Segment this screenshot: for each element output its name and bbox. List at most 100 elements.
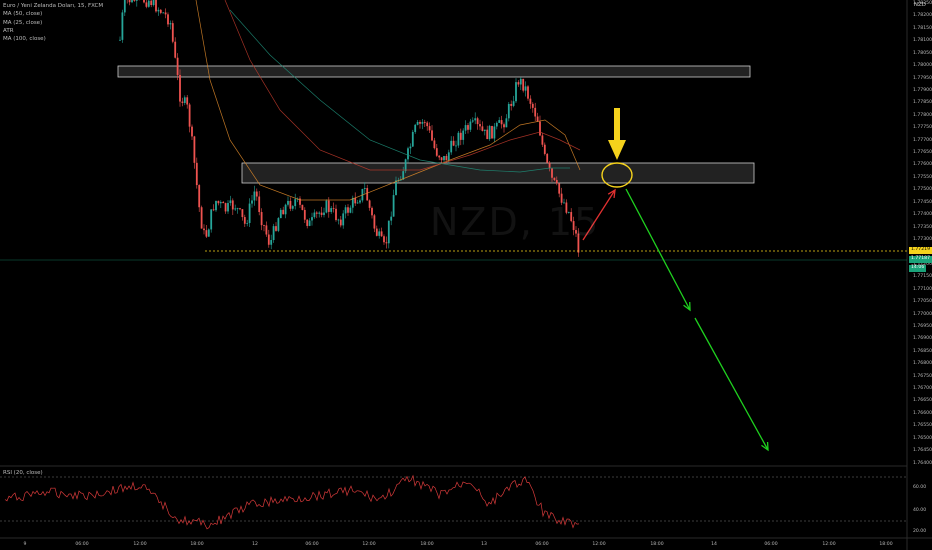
candle-body — [243, 217, 246, 224]
rsi-legend[interactable]: RSI (20, close) — [3, 470, 43, 476]
candle-body — [380, 231, 383, 237]
green-arrow-2 — [694, 317, 769, 451]
candle-body — [183, 97, 186, 103]
price-axis-label: 1.77350 — [913, 224, 932, 230]
candle-body — [272, 226, 275, 241]
candle-body — [368, 200, 371, 208]
resistance-zone — [117, 65, 751, 78]
time-axis-label: 06:00 — [75, 542, 89, 547]
candle-body — [143, 0, 145, 3]
candle-body — [147, 0, 150, 7]
candle-body — [404, 159, 407, 172]
symbol-watermark: NZD, 15 — [430, 200, 601, 244]
candle-body — [375, 228, 378, 236]
candle-body — [282, 209, 285, 215]
candle-body — [152, 0, 155, 6]
candle-body — [522, 78, 525, 91]
candle-body — [450, 140, 453, 153]
time-axis-label: 13 — [481, 542, 487, 547]
candle-body — [553, 177, 556, 180]
price-axis-label: 1.76700 — [913, 386, 932, 392]
candle-body — [241, 209, 244, 218]
candle-body — [279, 209, 282, 219]
candle-body — [558, 183, 561, 194]
candle-body — [385, 242, 388, 244]
price-axis-label: 1.78000 — [913, 63, 932, 69]
candle-body — [193, 136, 196, 163]
legend-ma100[interactable]: MA (100, close) — [3, 36, 46, 43]
price-axis-label: 1.77800 — [913, 112, 932, 118]
candle-body — [440, 157, 443, 161]
green-arrow-1 — [625, 188, 691, 311]
price-axis-label: 1.76450 — [913, 448, 932, 454]
price-axis-label: 1.77700 — [913, 137, 932, 143]
currency-label: NZD — [913, 2, 926, 8]
red-arrow-head — [607, 188, 616, 199]
candle-body — [378, 231, 381, 236]
price-axis-label: 1.77050 — [913, 299, 932, 305]
candle-body — [471, 120, 474, 122]
candle-body — [275, 226, 277, 231]
candle-body — [505, 118, 508, 128]
candle-body — [510, 103, 513, 106]
candle-body — [445, 155, 448, 161]
candle-body — [555, 179, 558, 184]
candle-body — [246, 222, 249, 224]
candle-body — [347, 207, 349, 213]
candle-body — [323, 212, 325, 215]
candle-body — [123, 0, 126, 13]
candle-body — [335, 208, 337, 221]
price-axis-label: 1.77550 — [913, 174, 932, 180]
candle-body — [493, 126, 496, 139]
candle-body — [303, 209, 306, 220]
green-arrow-1-head — [683, 301, 691, 312]
candle-body — [174, 41, 177, 58]
candle-body — [234, 208, 237, 210]
ma100-line — [229, 9, 570, 173]
legend-atr[interactable]: ATR — [3, 27, 14, 34]
price-axis-label: 1.77100 — [913, 286, 932, 292]
price-axis-label: 1.77600 — [913, 162, 932, 168]
candle-body — [519, 78, 522, 85]
candle-body — [179, 74, 181, 102]
candle-body — [416, 121, 419, 125]
candle-body — [464, 125, 467, 131]
candle-body — [167, 14, 169, 25]
candle-body — [207, 229, 210, 237]
candle-body — [210, 209, 213, 230]
candle-body — [198, 185, 201, 208]
candle-body — [277, 218, 280, 231]
candle-body — [215, 200, 217, 211]
candle-body — [536, 116, 539, 122]
symbol-title[interactable]: Euro / Yeni Zelanda Doları, 15, FXCM — [3, 3, 104, 9]
candle-body — [351, 197, 354, 208]
candle-body — [227, 203, 229, 212]
legend-ma25[interactable]: MA (25, close) — [3, 19, 43, 26]
candle-body — [313, 212, 316, 218]
candle-body — [359, 200, 361, 203]
time-axis-label: 12 — [252, 542, 258, 547]
candle-body — [486, 129, 489, 140]
candle-body — [299, 198, 301, 205]
candle-body — [560, 193, 563, 203]
candle-body — [191, 126, 193, 137]
candle-body — [236, 208, 239, 210]
candle-body — [145, 2, 148, 7]
candle-body — [176, 57, 179, 75]
candle-body — [428, 126, 431, 131]
candle-body — [395, 180, 397, 196]
candle-body — [150, 0, 153, 6]
time-axis-label: 06:00 — [535, 542, 549, 547]
candle-body — [308, 220, 311, 226]
price-axis-label: 1.77200 — [913, 262, 932, 267]
candle-body — [287, 200, 289, 205]
candle-body — [387, 220, 390, 244]
candle-body — [546, 153, 549, 163]
legend-ma50[interactable]: MA (50, close) — [3, 11, 43, 18]
price-axis-label: 1.77500 — [913, 187, 932, 193]
candle-body — [495, 122, 498, 127]
candle-body — [457, 132, 460, 146]
candle-body — [255, 191, 258, 197]
candle-body — [467, 125, 469, 130]
